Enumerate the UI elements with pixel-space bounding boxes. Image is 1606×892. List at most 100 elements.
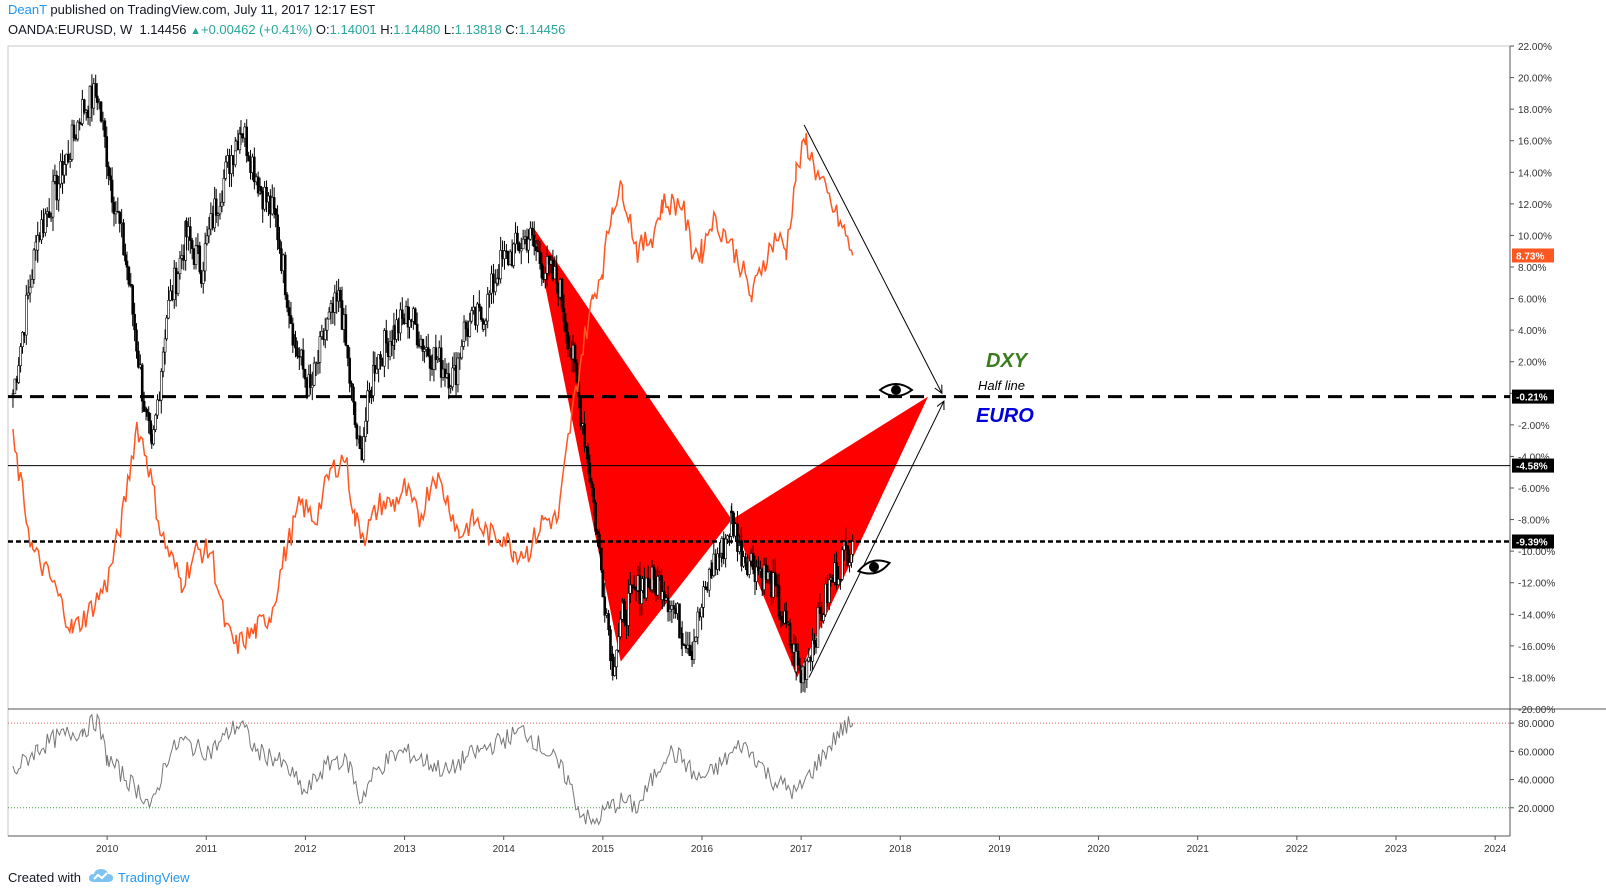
candle-body <box>668 609 672 613</box>
candle-body <box>494 282 497 293</box>
candle-body <box>256 176 260 194</box>
candle-body <box>285 294 289 308</box>
candle-body <box>588 462 592 482</box>
candle-body <box>17 365 20 383</box>
candle-body <box>301 349 305 370</box>
candle-body <box>159 371 163 401</box>
candle-body <box>103 120 107 137</box>
candle-body <box>562 308 566 323</box>
candle-body <box>156 399 159 416</box>
price-tick-label: 2.00% <box>1518 358 1546 369</box>
trend-arrows[interactable] <box>803 124 944 678</box>
price-label-text: -9.39% <box>1516 538 1548 549</box>
price-tick-label: -4.00% <box>1518 452 1550 463</box>
candle-body <box>652 566 656 580</box>
candle-body <box>259 186 263 192</box>
candle-body <box>323 329 327 340</box>
candle-body <box>362 436 366 461</box>
candle-body <box>142 400 146 412</box>
candle-body <box>32 249 36 280</box>
candle-body <box>579 396 583 427</box>
candle-body <box>205 235 209 244</box>
candle-body <box>95 95 99 103</box>
candle-body <box>350 382 353 388</box>
candle-body <box>421 338 425 352</box>
candle-body <box>503 250 506 260</box>
candle-body <box>603 596 607 616</box>
candle-body <box>646 577 650 588</box>
candle-body <box>309 374 312 388</box>
candle-body <box>566 331 570 350</box>
candle-body <box>127 266 131 285</box>
price-tick-label: 6.00% <box>1518 295 1546 306</box>
candle-body <box>78 121 81 124</box>
chart-canvas[interactable]: 22.00% 20.00% 18.00% 16.00% 14.00% 12.00% 10.0… <box>0 0 1606 862</box>
candle-body <box>458 357 462 360</box>
candle-body <box>488 292 491 295</box>
candle-body <box>316 362 320 364</box>
candle-body <box>82 99 86 113</box>
candle-body <box>839 578 842 581</box>
time-tick-label: 2022 <box>1286 844 1309 855</box>
candle-body <box>399 309 402 334</box>
candle-body <box>375 368 379 374</box>
candle-body <box>798 664 802 671</box>
candle-body <box>265 186 268 203</box>
author-link[interactable]: DeanT <box>8 2 47 17</box>
price-tick-label: 20.00% <box>1518 74 1552 85</box>
candle-body <box>47 211 51 218</box>
candle-body <box>816 607 820 648</box>
candle-body <box>702 586 705 608</box>
candle-body <box>805 660 809 680</box>
candle-body <box>70 124 74 160</box>
price-tick-label: -2.00% <box>1518 421 1550 432</box>
candle-body <box>176 273 180 294</box>
candle-body <box>766 571 770 580</box>
candle-body <box>545 256 549 274</box>
eye-markers <box>856 383 914 575</box>
dxy-series <box>12 132 854 654</box>
candle-body <box>744 556 747 563</box>
horizontal-lines[interactable] <box>8 395 1510 543</box>
candle-body <box>828 579 831 603</box>
rsi-levels <box>8 722 1510 809</box>
candle-body <box>560 279 564 309</box>
candle-body <box>518 243 521 252</box>
tradingview-link[interactable]: TradingView <box>118 870 190 885</box>
rsi-tick-label: 80.0000 <box>1518 719 1555 730</box>
candle-body <box>844 541 848 547</box>
symbol-row: OANDA:EURUSD, W 1.14456 ▲+0.00462 (+0.41… <box>8 22 565 37</box>
candle-body <box>531 227 534 236</box>
publisher-row: DeanT published on TradingView.com, July… <box>8 2 375 17</box>
candle-body <box>198 245 202 273</box>
candle-body <box>707 568 711 591</box>
candle-body <box>28 286 32 294</box>
close-label: C: <box>505 22 519 37</box>
candle-body <box>462 340 465 347</box>
candle-body <box>122 222 125 256</box>
price-label-box <box>1512 389 1554 404</box>
candle-body <box>573 344 577 364</box>
candle-body <box>662 591 666 601</box>
candle-body <box>484 320 488 325</box>
candle-body <box>325 318 329 331</box>
trend-arrow <box>803 124 942 393</box>
symbol-name[interactable]: OANDA:EURUSD, W <box>8 22 133 37</box>
high-label: H: <box>380 22 394 37</box>
candle-body <box>216 213 220 216</box>
candle-body <box>436 357 440 360</box>
harmonic-pattern[interactable] <box>533 227 929 678</box>
candle-body <box>594 502 597 532</box>
candle-body <box>512 243 515 266</box>
time-tick-label: 2024 <box>1484 844 1507 855</box>
candle-body <box>163 338 167 353</box>
candle-body <box>538 251 542 265</box>
candle-body <box>516 232 519 244</box>
candle-body <box>13 378 17 394</box>
candle-body <box>775 584 779 587</box>
candle-body <box>443 368 447 378</box>
candle-body <box>147 412 151 422</box>
candle-body <box>21 332 24 347</box>
tradingview-cloud-icon <box>89 869 113 882</box>
candle-body <box>519 248 523 252</box>
